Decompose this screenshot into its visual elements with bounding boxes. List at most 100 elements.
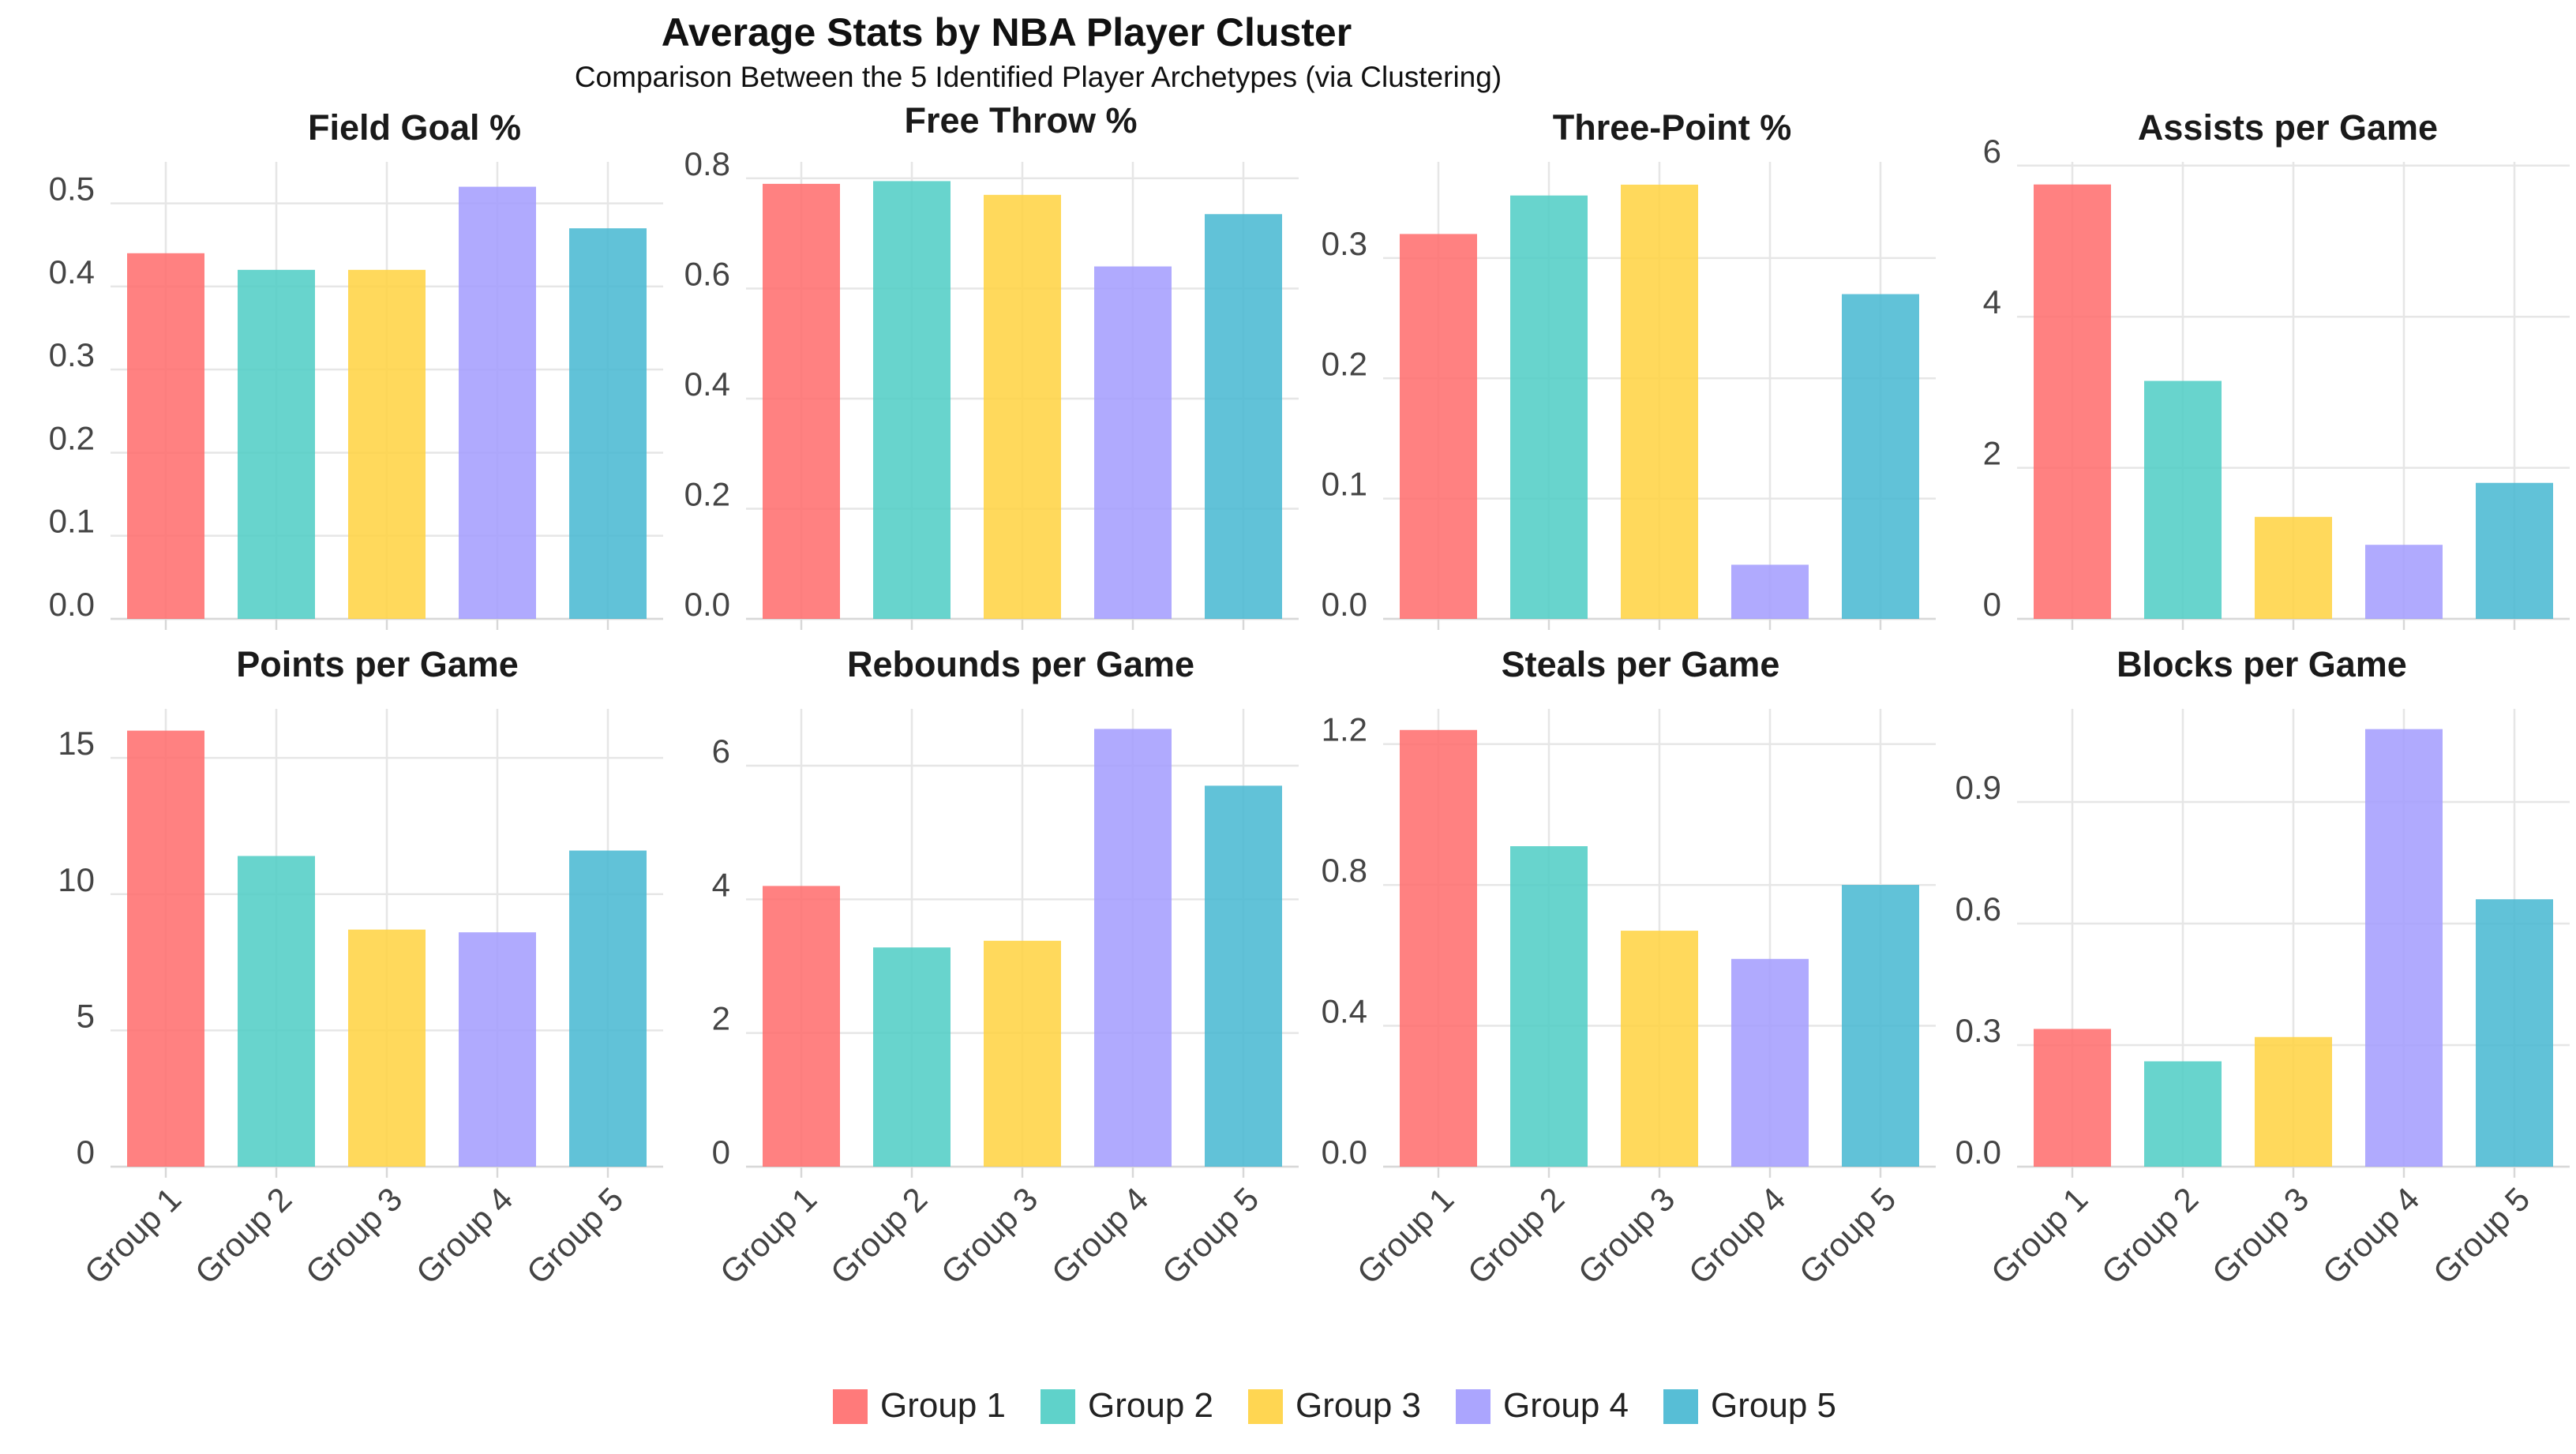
legend-label: Group 4 bbox=[1503, 1386, 1629, 1425]
panel-free-throw: 0.0 0.2 0.4 0.6 0.8 Free Throw % bbox=[684, 100, 1299, 630]
y-tick-label: 1.2 bbox=[1322, 711, 1367, 748]
y-tick-label: 0.4 bbox=[684, 365, 730, 403]
bar-points-per-game-group-5 bbox=[569, 850, 647, 1167]
y-tick-label: 0.8 bbox=[1322, 852, 1367, 889]
x-tick-label: Group 1 bbox=[713, 1180, 824, 1291]
y-tick-label: 0.0 bbox=[684, 586, 730, 623]
bar-steals-per-game-group-2 bbox=[1510, 846, 1588, 1167]
bar-blocks-per-game-group-4 bbox=[2365, 729, 2443, 1167]
x-tick-label: Group 2 bbox=[2094, 1180, 2206, 1291]
legend-item-group-1: Group 1 bbox=[833, 1386, 1006, 1425]
y-tick-label: 0.4 bbox=[1322, 993, 1367, 1030]
panel-assists-per-game: 0 2 4 6 Assists per Game bbox=[1983, 107, 2570, 630]
y-tick-label: 0.2 bbox=[1322, 345, 1367, 382]
bar-free-throw-group-4 bbox=[1094, 266, 1172, 619]
y-tick-label: 0.8 bbox=[684, 145, 730, 182]
x-tick-label: Group 5 bbox=[1792, 1180, 1903, 1291]
bar-free-throw-group-5 bbox=[1205, 214, 1282, 619]
x-tick-label: Group 5 bbox=[519, 1180, 631, 1291]
bar-three-point-group-4 bbox=[1731, 564, 1809, 619]
y-tick-label: 0.2 bbox=[684, 475, 730, 512]
legend-label: Group 2 bbox=[1088, 1386, 1213, 1425]
bar-rebounds-per-game-group-5 bbox=[1205, 785, 1282, 1167]
bar-blocks-per-game-group-3 bbox=[2255, 1036, 2332, 1167]
bar-field-goal-group-1 bbox=[127, 253, 204, 619]
y-tick-label: 0.0 bbox=[49, 586, 95, 623]
x-tick-label: Group 4 bbox=[1682, 1180, 1793, 1291]
y-tick-label: 2 bbox=[1983, 435, 2001, 472]
x-tick-label: Group 4 bbox=[2315, 1180, 2427, 1291]
legend-label: Group 3 bbox=[1295, 1386, 1421, 1425]
legend-item-group-4: Group 4 bbox=[1456, 1386, 1629, 1425]
legend-swatch bbox=[1041, 1389, 1075, 1424]
bar-assists-per-game-group-2 bbox=[2144, 380, 2222, 619]
bar-rebounds-per-game-group-1 bbox=[763, 886, 840, 1167]
y-tick-label: 0.5 bbox=[49, 171, 95, 208]
bar-three-point-group-1 bbox=[1400, 234, 1477, 619]
x-tick-label: Group 4 bbox=[409, 1180, 520, 1291]
y-tick-label: 0.3 bbox=[49, 336, 95, 373]
x-tick-label: Group 2 bbox=[823, 1180, 935, 1291]
panel-title: Steals per Game bbox=[1502, 644, 1780, 684]
panel-field-goal: 0.0 0.1 0.2 0.3 0.4 0.5 Field Goal % bbox=[49, 107, 663, 630]
bar-steals-per-game-group-3 bbox=[1621, 931, 1698, 1167]
bar-blocks-per-game-group-1 bbox=[2034, 1029, 2111, 1167]
x-tick-label: Group 3 bbox=[934, 1180, 1045, 1291]
legend-swatch bbox=[1456, 1389, 1490, 1424]
x-tick-label: Group 2 bbox=[188, 1180, 299, 1291]
bar-field-goal-group-5 bbox=[569, 228, 647, 619]
bar-points-per-game-group-1 bbox=[127, 730, 204, 1167]
bar-three-point-group-5 bbox=[1842, 294, 1919, 619]
bar-blocks-per-game-group-5 bbox=[2476, 899, 2553, 1167]
y-tick-label: 0 bbox=[1983, 586, 2001, 623]
panel-three-point: 0.0 0.1 0.2 0.3 Three-Point % bbox=[1322, 107, 1936, 630]
chart-subtitle: Comparison Between the 5 Identified Play… bbox=[575, 61, 1502, 93]
x-tick-label: Group 5 bbox=[1155, 1180, 1266, 1291]
y-tick-label: 0.0 bbox=[1322, 1134, 1367, 1171]
y-tick-label: 4 bbox=[712, 866, 730, 903]
x-tick-label: Group 3 bbox=[2205, 1180, 2316, 1291]
y-tick-label: 0.1 bbox=[1322, 466, 1367, 503]
x-tick-label: Group 1 bbox=[1984, 1180, 2095, 1291]
y-tick-label: 0.4 bbox=[49, 253, 95, 290]
legend-item-group-2: Group 2 bbox=[1041, 1386, 1213, 1425]
legend-swatch bbox=[833, 1389, 868, 1424]
panel-steals-per-game: 0.0 0.4 0.8 1.2 Group 1 Group 2 Group 3 Group 4… bbox=[1322, 644, 1936, 1291]
y-tick-label: 0.3 bbox=[1322, 225, 1367, 262]
bar-three-point-group-3 bbox=[1621, 184, 1698, 619]
x-tick-label: Group 1 bbox=[1350, 1180, 1461, 1291]
y-tick-label: 5 bbox=[77, 997, 95, 1034]
chart-title: Average Stats by NBA Player Cluster bbox=[662, 10, 1352, 54]
x-tick-label: Group 3 bbox=[298, 1180, 410, 1291]
y-tick-label: 0.6 bbox=[684, 255, 730, 292]
bar-assists-per-game-group-4 bbox=[2365, 545, 2443, 619]
panel-title: Rebounds per Game bbox=[847, 644, 1194, 684]
bar-assists-per-game-group-5 bbox=[2476, 482, 2553, 619]
y-tick-label: 0.9 bbox=[1955, 769, 2001, 806]
y-tick-label: 0 bbox=[77, 1134, 95, 1171]
legend: Group 1 Group 2 Group 3 Group 4 Group 5 bbox=[833, 1386, 1836, 1425]
y-tick-label: 0.6 bbox=[1955, 890, 2001, 927]
x-tick-label: Group 2 bbox=[1460, 1180, 1572, 1291]
panel-blocks-per-game: 0.0 0.3 0.6 0.9 Group 1 Group 2 Group 3 Group 4… bbox=[1955, 644, 2570, 1291]
panel-title: Three-Point % bbox=[1553, 107, 1792, 148]
bar-points-per-game-group-3 bbox=[348, 929, 426, 1167]
y-tick-label: 6 bbox=[712, 733, 730, 770]
y-tick-label: 15 bbox=[58, 725, 95, 762]
bar-points-per-game-group-4 bbox=[459, 932, 536, 1167]
x-tick-label: Group 1 bbox=[77, 1180, 189, 1291]
bar-points-per-game-group-2 bbox=[238, 856, 315, 1167]
bar-steals-per-game-group-5 bbox=[1842, 885, 1919, 1167]
bar-field-goal-group-2 bbox=[238, 269, 315, 619]
bar-assists-per-game-group-1 bbox=[2034, 184, 2111, 619]
legend-item-group-5: Group 5 bbox=[1663, 1386, 1836, 1425]
legend-label: Group 1 bbox=[880, 1386, 1006, 1425]
legend-swatch bbox=[1248, 1389, 1283, 1424]
bar-steals-per-game-group-1 bbox=[1400, 729, 1477, 1167]
bar-rebounds-per-game-group-2 bbox=[873, 947, 951, 1167]
legend-label: Group 5 bbox=[1711, 1386, 1836, 1425]
bar-field-goal-group-3 bbox=[348, 269, 426, 619]
y-tick-label: 0.2 bbox=[49, 419, 95, 456]
